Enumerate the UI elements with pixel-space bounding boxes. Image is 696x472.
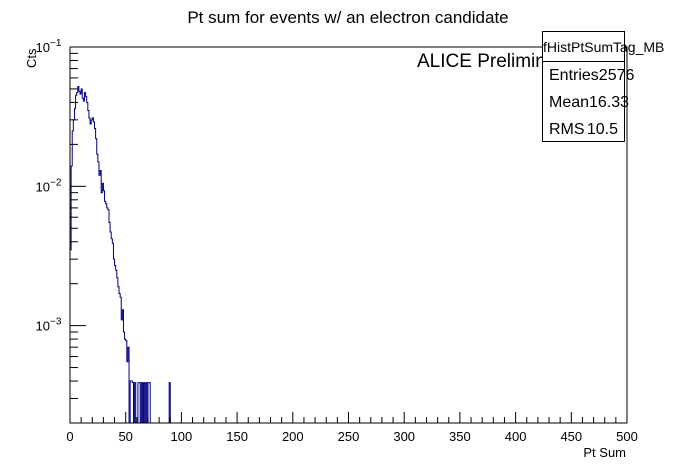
x-tick-label: 400 — [505, 429, 527, 444]
x-tick-label: 0 — [66, 429, 73, 444]
stats-label: Entries — [549, 66, 599, 84]
y-axis-label: Cts — [24, 48, 39, 68]
y-tick-label: 10 — [36, 319, 50, 334]
x-tick-label: 450 — [560, 429, 582, 444]
x-tick-label: 200 — [282, 429, 304, 444]
stats-label: Mean — [549, 93, 590, 111]
stats-value: 2576 — [598, 66, 635, 84]
y-tick-exponent: −2 — [50, 177, 62, 188]
x-tick-label: 100 — [171, 429, 193, 444]
stats-value: 16.33 — [589, 93, 630, 111]
stats-row-entries: Entries 2576 — [543, 62, 634, 89]
stats-row-mean: Mean 16.33 — [543, 89, 629, 116]
x-tick-label: 300 — [393, 429, 415, 444]
chart-title: Pt sum for events w/ an electron candida… — [187, 8, 508, 27]
x-tick-label: 50 — [118, 429, 132, 444]
alice-preliminary-label: ALICE Preliminary — [417, 51, 573, 72]
stats-label: RMS — [549, 120, 585, 138]
y-tick-label: 10 — [36, 40, 50, 55]
x-tick-label: 150 — [226, 429, 248, 444]
y-tick-label: 10 — [36, 179, 50, 194]
histogram-series-line — [70, 86, 171, 423]
y-tick-exponent: −3 — [50, 317, 62, 328]
stats-row-rms: RMS 10.5 — [543, 116, 624, 143]
x-tick-label: 250 — [338, 429, 360, 444]
stats-box-title: fHistPtSumTag_MB — [543, 32, 664, 62]
x-tick-label: 500 — [616, 429, 638, 444]
y-tick-exponent: −1 — [50, 38, 62, 49]
x-tick-label: 350 — [449, 429, 471, 444]
stats-box: fHistPtSumTag_MB Entries 2576 Mean 16.33… — [542, 31, 664, 143]
stats-value: 10.5 — [586, 120, 618, 138]
x-axis-label: Pt Sum — [583, 445, 626, 460]
